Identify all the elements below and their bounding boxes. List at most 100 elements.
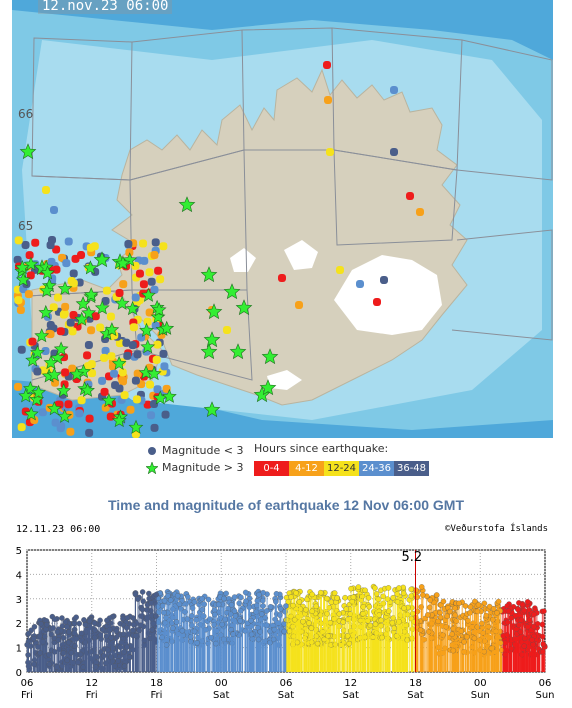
event-dot <box>334 595 340 601</box>
event-dot <box>118 639 125 646</box>
x-tick-day: Fri <box>151 690 163 701</box>
quake-dot <box>14 296 23 305</box>
event-dot <box>232 613 239 619</box>
event-dot <box>373 591 380 597</box>
event-dot <box>394 591 400 597</box>
large-quake-star-icon <box>146 461 158 474</box>
event-dot <box>293 590 299 596</box>
quake-star <box>229 343 247 360</box>
quake-dot <box>46 330 55 339</box>
quake-dot <box>115 339 124 348</box>
event-dot <box>159 634 165 641</box>
event-dot <box>59 615 65 621</box>
event-dot <box>207 616 213 622</box>
event-dot <box>355 584 362 590</box>
quake-dot <box>56 327 65 336</box>
event-dot <box>130 621 137 628</box>
event-dot <box>48 631 55 638</box>
event-dot <box>480 630 486 636</box>
event-dot <box>199 606 206 613</box>
quake-star <box>223 283 241 300</box>
event-dot <box>124 615 131 621</box>
quake-dot <box>150 285 159 294</box>
quake-star <box>259 379 277 396</box>
event-dot <box>313 633 320 640</box>
quake-dot <box>140 256 149 265</box>
event-dot <box>283 603 289 609</box>
event-dot <box>290 602 296 609</box>
event-dot <box>72 643 78 649</box>
event-dot <box>273 598 279 605</box>
quake-dot <box>101 346 110 355</box>
event-dot <box>426 604 433 611</box>
quake-star <box>114 295 130 310</box>
quake-dot <box>161 410 170 419</box>
event-dot <box>461 639 467 645</box>
event-dot <box>150 620 156 627</box>
event-dot <box>440 632 446 638</box>
event-dot <box>162 620 168 626</box>
quake-dot <box>150 250 159 259</box>
event-dot <box>400 590 407 597</box>
quake-dot <box>223 326 231 334</box>
event-dot <box>485 623 492 630</box>
chart-date: 12.11.23 06:00 <box>16 524 101 535</box>
event-dot <box>161 609 167 616</box>
quake-star <box>146 366 162 381</box>
event-dot <box>456 600 462 607</box>
event-dot <box>347 611 354 617</box>
event-dot <box>43 626 49 632</box>
quake-dot <box>133 350 142 359</box>
event-dot <box>521 607 528 614</box>
event-dot <box>271 626 278 633</box>
event-dot <box>390 595 396 601</box>
event-dot <box>46 651 52 658</box>
event-dot <box>437 610 443 616</box>
quake-dot <box>147 277 156 286</box>
event-dot <box>102 660 109 666</box>
event-dot <box>530 623 537 630</box>
quake-star <box>57 408 73 423</box>
quake-star <box>111 355 127 371</box>
event-dot <box>205 596 212 603</box>
event-dot <box>68 649 75 656</box>
event-dot <box>465 617 471 624</box>
event-dot <box>376 612 382 618</box>
event-dot <box>165 593 171 599</box>
event-dot <box>521 643 527 649</box>
quake-dot <box>156 275 165 284</box>
event-dot <box>44 621 50 628</box>
quake-dot <box>51 418 60 427</box>
small-quake-dot-icon <box>148 446 156 455</box>
event-dot <box>92 627 98 633</box>
hofsjokull-glacier <box>284 240 318 270</box>
event-dot <box>153 591 159 598</box>
quake-dot <box>128 341 137 350</box>
event-dot <box>291 616 298 623</box>
quake-dot <box>87 326 96 335</box>
event-dot <box>242 628 248 634</box>
event-dot <box>170 625 176 631</box>
event-dot <box>260 603 266 609</box>
quake-dot <box>125 248 134 257</box>
event-dot <box>327 619 334 626</box>
quake-dot <box>48 236 56 244</box>
quake-star <box>56 383 72 398</box>
x-tick-day: Sat <box>343 690 359 701</box>
event-dot <box>78 630 85 637</box>
quake-dot <box>123 351 132 360</box>
event-dot <box>450 647 457 654</box>
event-dot <box>179 627 186 634</box>
quake-star <box>31 384 46 399</box>
event-dot <box>367 622 374 629</box>
event-dot <box>440 598 447 605</box>
quake-dot <box>147 411 156 420</box>
event-dot <box>238 594 244 601</box>
quake-star <box>235 299 253 316</box>
x-tick-day: Sat <box>213 690 229 701</box>
earthquake-map: 66 65 12.nov.23 06:00 <box>12 0 553 438</box>
quake-dot <box>90 242 99 251</box>
quake-dot <box>150 423 159 432</box>
event-dot <box>121 663 128 669</box>
quake-star <box>253 386 271 403</box>
